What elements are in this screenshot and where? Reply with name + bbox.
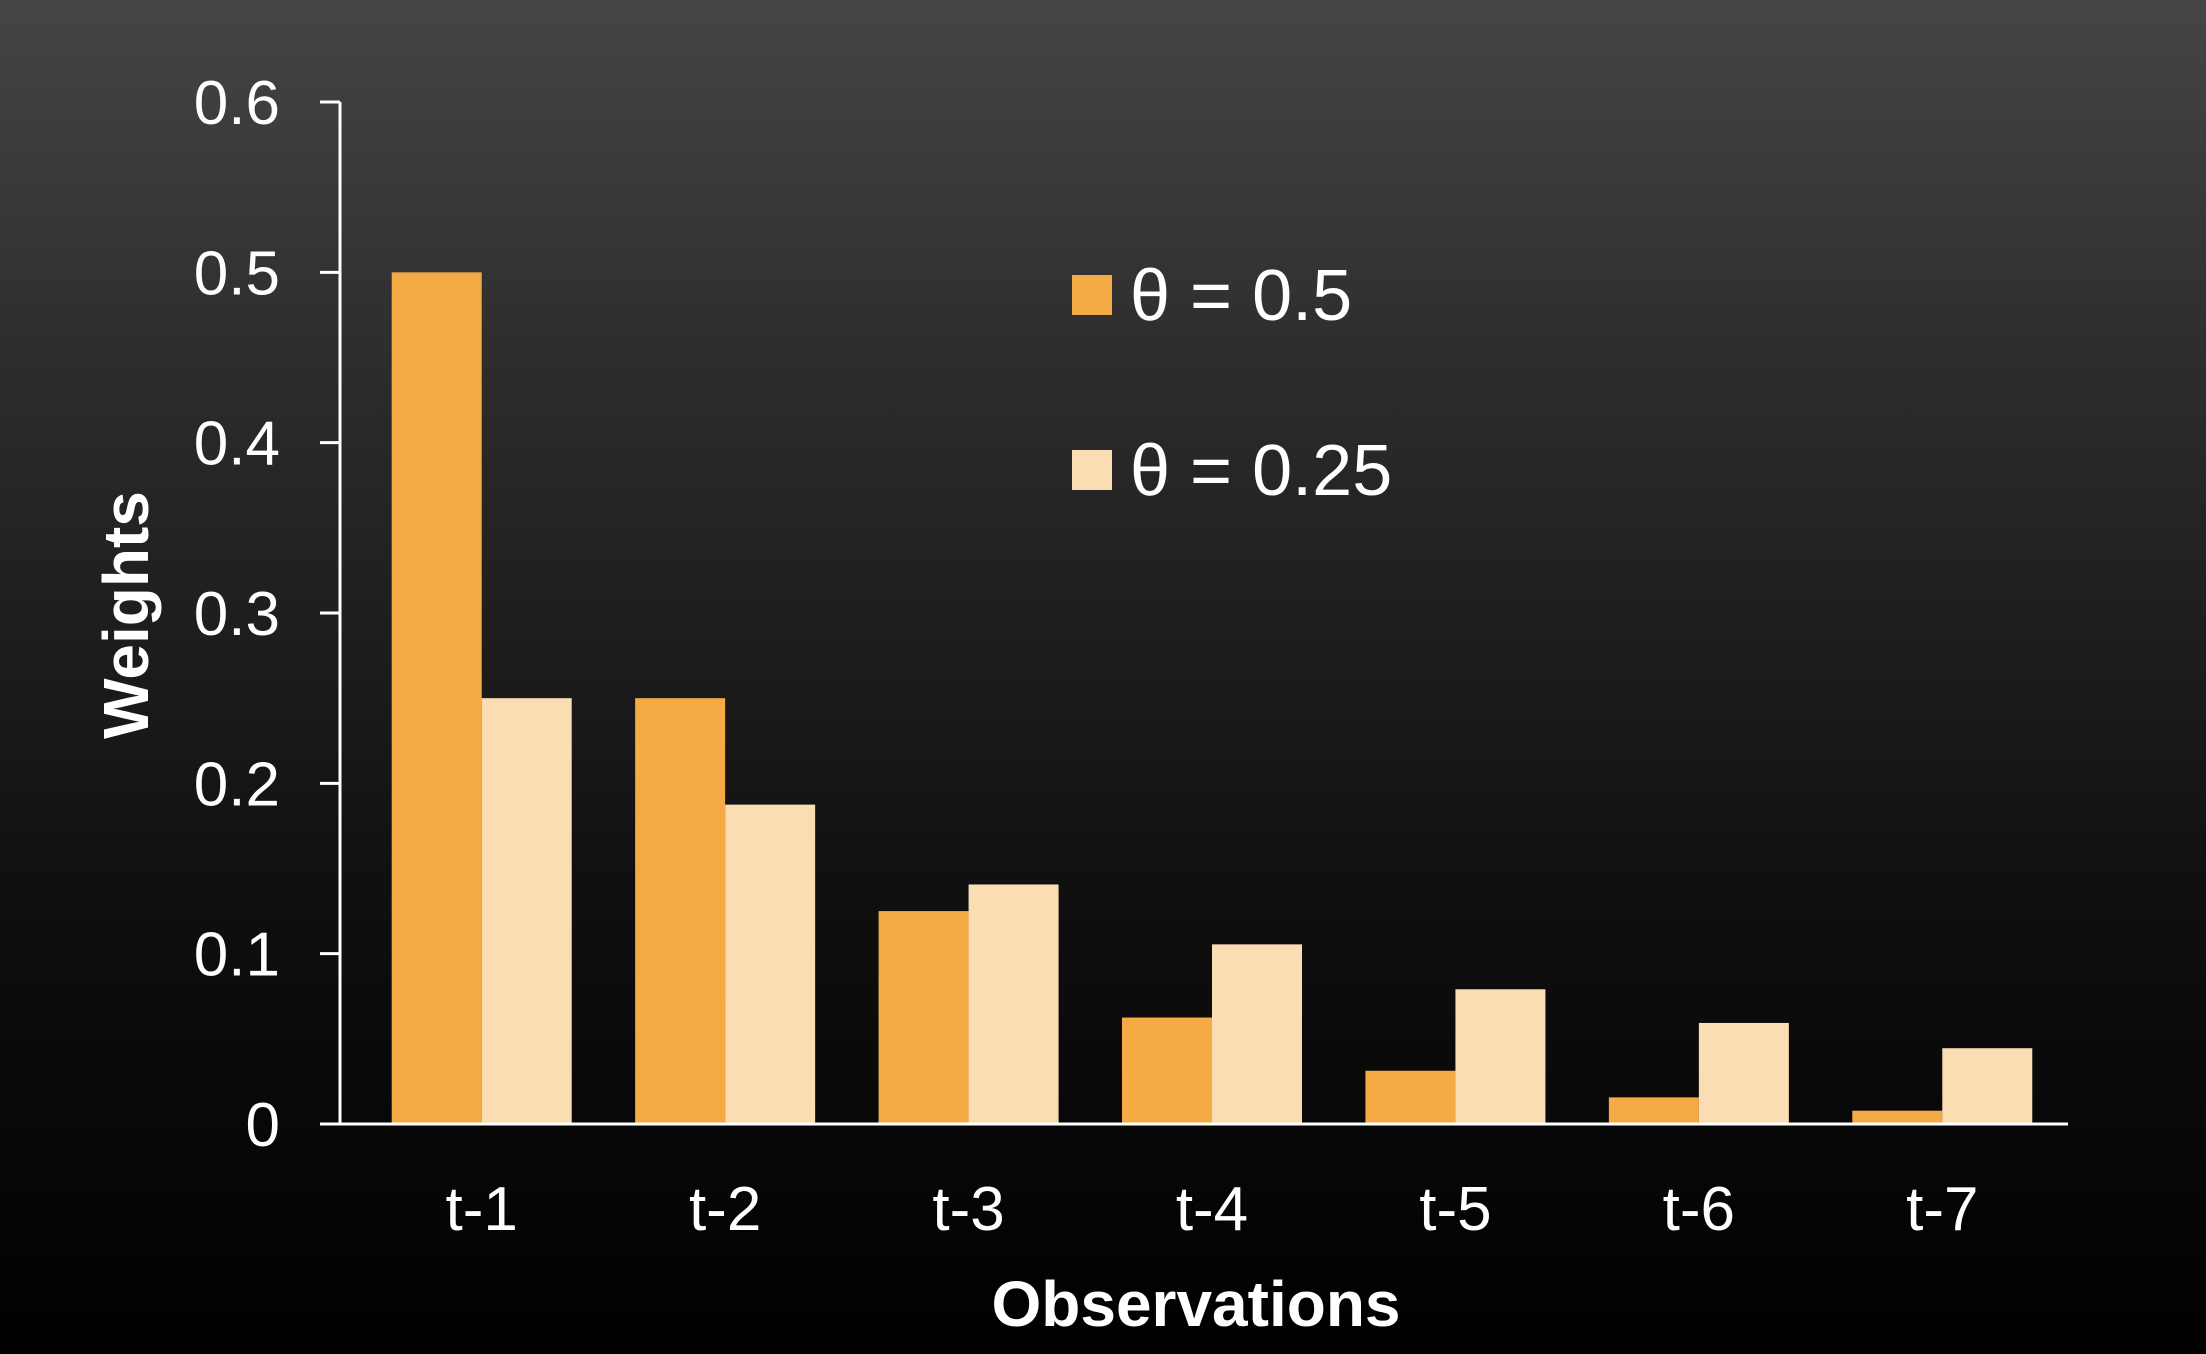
legend: θ = 0.5 θ = 0.25	[1072, 256, 1392, 511]
bar-t-2-series-2	[725, 804, 816, 1124]
bar-t-5-series-1	[1365, 1070, 1456, 1124]
legend-label-1: θ = 0.5	[1130, 256, 1352, 336]
bar-t-1-series-2	[481, 698, 572, 1124]
x-ticks: t-1 t-2 t-3 t-4 t-5 t-6 t-7	[446, 1175, 1979, 1244]
y-tick-label: 0.3	[194, 580, 280, 649]
x-tick-label: t-2	[689, 1175, 761, 1244]
bars-layer	[391, 272, 2033, 1124]
legend-label-2: θ = 0.25	[1130, 431, 1392, 511]
bar-t-6-series-2	[1698, 1022, 1789, 1124]
x-tick-label: t-5	[1419, 1175, 1491, 1244]
bar-t-3-series-2	[968, 884, 1059, 1124]
bar-t-2-series-1	[635, 698, 726, 1124]
bar-t-7-series-2	[1942, 1048, 2033, 1124]
y-tick-label: 0.6	[194, 69, 280, 138]
bar-t-5-series-2	[1455, 989, 1546, 1124]
bar-t-4-series-2	[1212, 944, 1302, 1124]
y-tick-label: 0	[246, 1091, 280, 1160]
bar-t-6-series-1	[1608, 1097, 1699, 1124]
legend-swatch-2	[1072, 450, 1112, 490]
y-tick-label: 0.5	[194, 239, 280, 308]
bar-t-3-series-1	[878, 911, 969, 1124]
x-tick-label: t-3	[932, 1175, 1004, 1244]
bar-t-1-series-1	[391, 272, 482, 1124]
bar-t-4-series-1	[1122, 1017, 1212, 1124]
x-tick-label: t-7	[1906, 1175, 1978, 1244]
x-tick-label: t-4	[1176, 1175, 1248, 1244]
y-ticks: 0 0.1 0.2 0.3 0.4 0.5 0.6	[194, 69, 340, 1160]
y-tick-label: 0.4	[194, 410, 280, 479]
x-tick-label: t-6	[1663, 1175, 1735, 1244]
x-axis-title: Observations	[991, 1268, 1400, 1340]
legend-swatch-1	[1072, 275, 1112, 315]
bar-t-7-series-1	[1852, 1110, 1943, 1124]
y-axis-title: Weights	[90, 491, 162, 739]
x-tick-label: t-1	[446, 1175, 518, 1244]
y-tick-label: 0.2	[194, 750, 280, 819]
y-tick-label: 0.1	[194, 921, 280, 990]
